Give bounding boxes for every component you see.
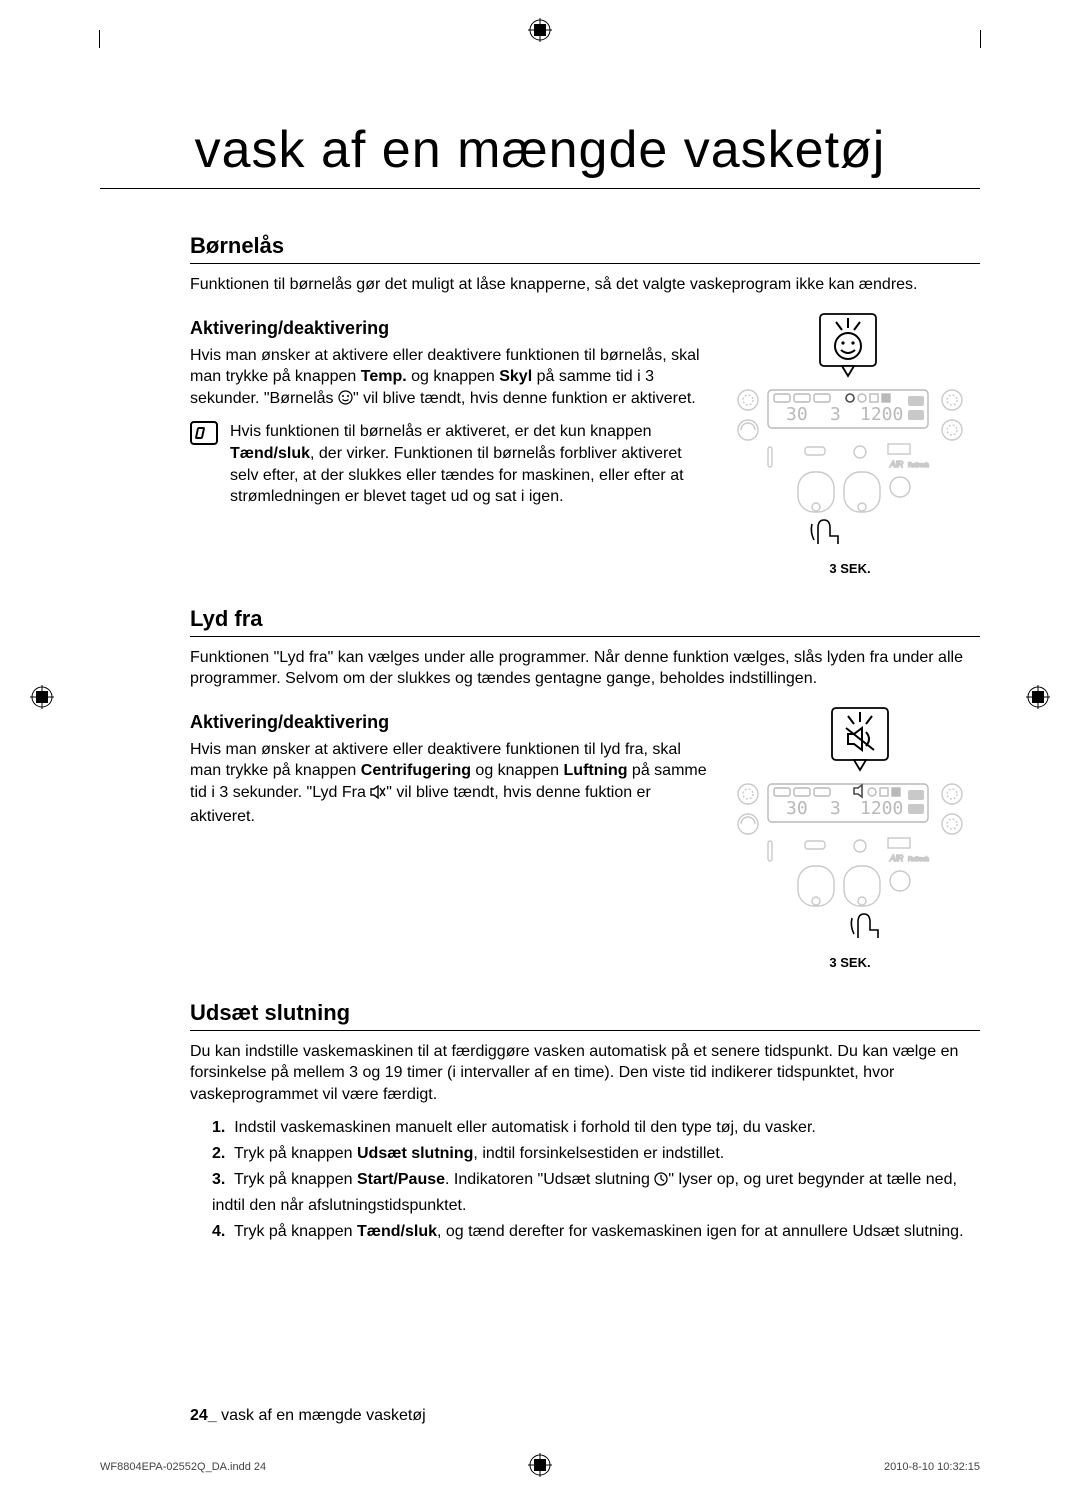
step-2: 2. Tryk på knappen Udsæt slutning, indti… — [212, 1142, 980, 1166]
control-panel-figure-2: 30 3 1200 — [730, 706, 970, 970]
footer-text: vask af en mængde vasketøj — [217, 1407, 426, 1424]
svg-text:Refresh: Refresh — [908, 463, 929, 469]
crop-mark-top — [528, 18, 552, 42]
figure1-caption: 3 SEK. — [730, 561, 970, 576]
t: og knappen — [471, 762, 564, 779]
crop-mark-bottom — [528, 1453, 552, 1477]
step-3: 3. Tryk på knappen Start/Pause. Indikato… — [212, 1168, 980, 1218]
svg-text:1200: 1200 — [860, 404, 903, 425]
svg-text:30: 30 — [786, 798, 808, 819]
crop-mark-right — [1026, 685, 1050, 709]
svg-text:3: 3 — [830, 798, 841, 819]
bornelas-intro: Funktionen til børnelås gør det muligt a… — [190, 274, 980, 296]
control-panel-figure-1: 30 3 1200 — [730, 312, 970, 576]
t-bold: Skyl — [499, 368, 532, 385]
svg-text:30: 30 — [786, 404, 808, 425]
section-udsaet-heading: Udsæt slutning — [190, 1000, 980, 1031]
t-bold: Centrifugering — [361, 762, 471, 779]
udsaet-intro: Du kan indstille vaskemaskinen til at fæ… — [190, 1041, 980, 1106]
bornelas-subheading: Aktivering/deaktivering — [190, 318, 710, 339]
step-4: 4. Tryk på knappen Tænd/sluk, og tænd de… — [212, 1220, 980, 1244]
t: Hvis funktionen til børnelås er aktivere… — [230, 423, 652, 440]
svg-text:Refresh: Refresh — [908, 857, 929, 863]
t: " vil blive tændt, hvis denne funktion e… — [353, 390, 696, 407]
note-icon — [190, 421, 218, 445]
lydfra-body: Hvis man ønsker at aktivere eller deakti… — [190, 739, 710, 827]
crop-mark-left — [30, 685, 54, 709]
crop-tick-top-right — [980, 30, 981, 48]
page-footer: 24_ vask af en mængde vasketøj — [190, 1407, 426, 1425]
mute-icon — [370, 784, 386, 806]
print-filename: WF8804EPA-02552Q_DA.indd 24 — [100, 1461, 266, 1473]
t: og knappen — [407, 368, 500, 385]
section-bornelas-heading: Børnelås — [190, 233, 980, 264]
page-number: 24_ — [190, 1407, 217, 1424]
childlock-icon — [338, 390, 353, 412]
crop-tick-top-left — [99, 30, 100, 48]
figure2-caption: 3 SEK. — [730, 955, 970, 970]
svg-text:AIR: AIR — [889, 854, 904, 863]
udsaet-steps: 1. Indstil vaskemaskinen manuelt eller a… — [190, 1116, 980, 1244]
page-title: vask af en mængde vasketøj — [100, 120, 980, 189]
t-bold: Temp. — [361, 368, 407, 385]
lydfra-intro: Funktionen "Lyd fra" kan vælges under al… — [190, 647, 980, 690]
clock-icon — [654, 1170, 668, 1194]
label: Børnelås — [270, 390, 338, 407]
svg-text:3: 3 — [830, 404, 841, 425]
t-bold: Tænd/sluk — [230, 445, 310, 462]
bornelas-body: Hvis man ønsker at aktivere eller deakti… — [190, 345, 710, 412]
t-bold: Luftning — [564, 762, 628, 779]
svg-text:1200: 1200 — [860, 798, 903, 819]
label: Lyd Fra — [312, 784, 370, 801]
step-1: 1. Indstil vaskemaskinen manuelt eller a… — [212, 1116, 980, 1140]
section-lydfra-heading: Lyd fra — [190, 606, 980, 637]
print-timestamp: 2010-8-10 10:32:15 — [884, 1461, 980, 1473]
svg-text:AIR: AIR — [889, 460, 904, 469]
bornelas-note: Hvis funktionen til børnelås er aktivere… — [230, 421, 710, 507]
lydfra-subheading: Aktivering/deaktivering — [190, 712, 710, 733]
